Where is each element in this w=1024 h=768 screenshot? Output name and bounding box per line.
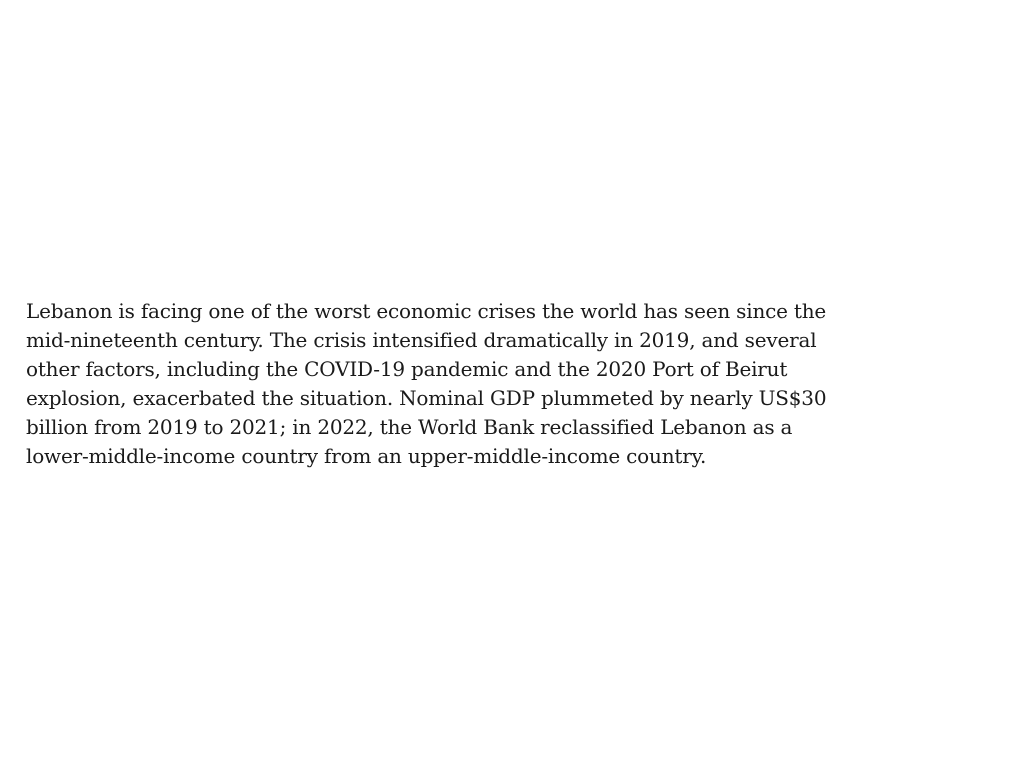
paragraph-line: billion from 2019 to 2021; in 2022, the … xyxy=(26,415,793,439)
paragraph-line: mid-nineteenth century. The crisis inten… xyxy=(26,328,817,352)
paragraph-line: lower-middle-income country from an uppe… xyxy=(26,444,707,468)
paragraph-line: Lebanon is facing one of the worst econo… xyxy=(26,299,827,323)
paragraph-line: other factors, including the COVID-19 pa… xyxy=(26,357,788,381)
body-paragraph: Lebanon is facing one of the worst econo… xyxy=(26,297,961,471)
paragraph-line: explosion, exacerbated the situation. No… xyxy=(26,386,827,410)
